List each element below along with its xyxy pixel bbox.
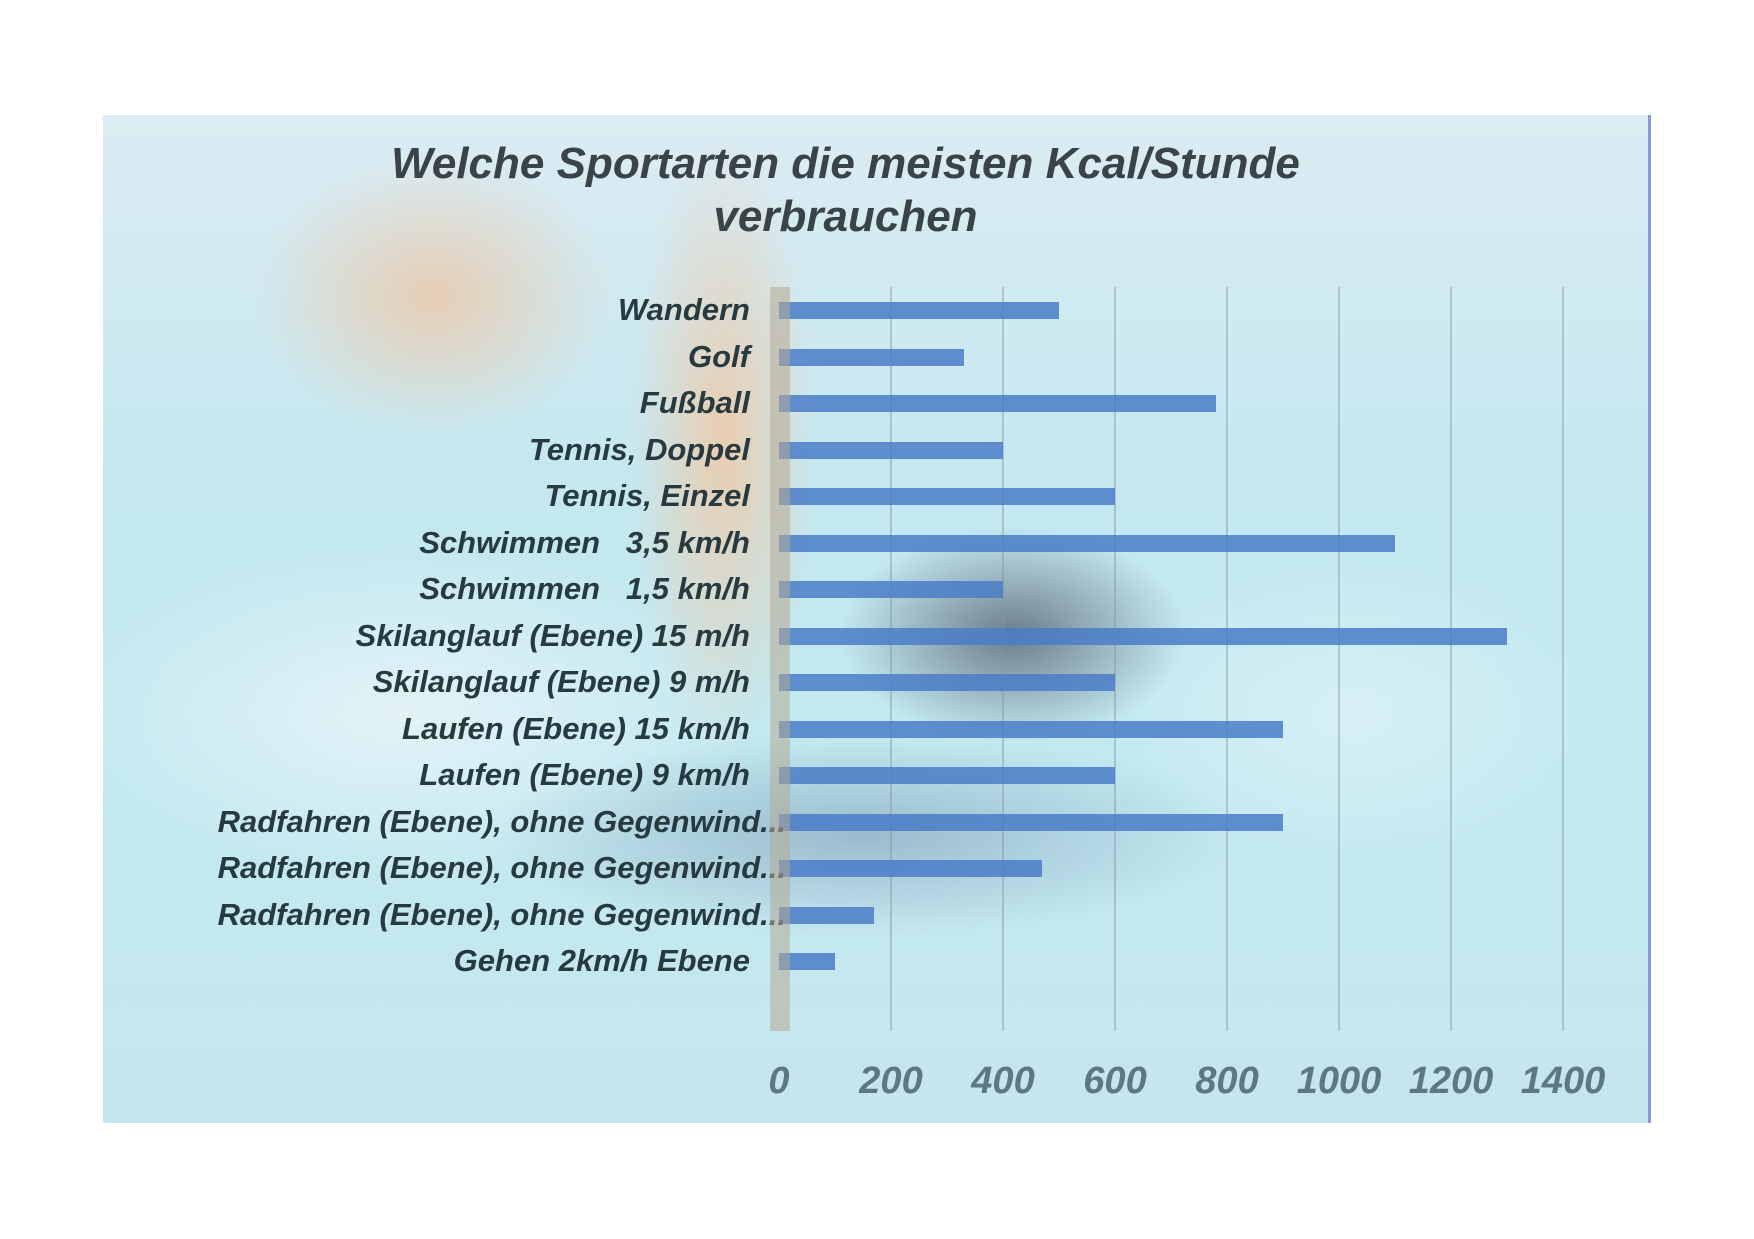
bar	[779, 627, 1507, 645]
category-label: Radfahren (Ebene), ohne Gegenwind...	[217, 850, 786, 885]
bar	[779, 581, 1003, 598]
bar	[779, 534, 1395, 552]
gridline	[1562, 287, 1564, 1031]
bar	[779, 860, 1043, 877]
bar	[779, 395, 1216, 412]
x-tick-label: 800	[1195, 1060, 1259, 1102]
category-label: Skilanglauf (Ebene) 9 m/h	[372, 664, 750, 699]
category-label: Schwimmen 1,5 km/h	[419, 571, 750, 606]
category-label: Radfahren (Ebene), ohne Gegenwind...	[217, 803, 786, 839]
y-axis-line	[770, 287, 790, 1031]
gridline	[890, 287, 892, 1031]
gridline	[1114, 287, 1116, 1031]
bar	[779, 767, 1115, 784]
chart-title-line-1: Welche Sportarten die meisten Kcal/Stund…	[391, 139, 1300, 188]
gridline	[1002, 287, 1004, 1031]
category-label: Tennis, Doppel	[528, 431, 750, 467]
bar	[779, 488, 1115, 505]
x-tick-label: 1000	[1296, 1060, 1382, 1102]
bar	[779, 906, 875, 924]
bar	[779, 720, 1283, 738]
category-label: Laufen (Ebene) 15 km/h	[402, 710, 750, 746]
bar	[779, 441, 1003, 459]
chart-title-line-2: verbrauchen	[713, 192, 978, 241]
bar	[779, 674, 1115, 691]
category-label: Fußball	[639, 385, 750, 420]
gridline	[1226, 287, 1228, 1031]
x-tick-label: 0	[768, 1060, 790, 1102]
x-tick-label: 200	[859, 1060, 923, 1102]
gridline	[1338, 287, 1340, 1031]
category-label: Schwimmen 3,5 km/h	[419, 524, 750, 560]
category-label: Skilanglauf (Ebene) 15 m/h	[355, 617, 750, 653]
chart-panel: Welche Sportarten die meisten Kcal/Stund…	[103, 115, 1651, 1123]
category-label: Radfahren (Ebene), ohne Gegenwind...	[217, 896, 786, 932]
category-label: Laufen (Ebene) 9 km/h	[419, 757, 750, 792]
category-label: Golf	[688, 338, 750, 374]
category-label: Tennis, Einzel	[544, 478, 750, 513]
bar	[779, 813, 1283, 831]
bar	[779, 348, 964, 366]
x-tick-label: 1200	[1408, 1060, 1494, 1102]
gridline	[1450, 287, 1452, 1031]
bar	[779, 953, 835, 970]
bar	[779, 302, 1059, 319]
x-tick-label: 400	[971, 1060, 1035, 1102]
category-label: Gehen 2km/h Ebene	[453, 943, 750, 978]
x-tick-label: 600	[1083, 1060, 1147, 1102]
category-label: Wandern	[617, 292, 750, 327]
x-tick-label: 1400	[1520, 1060, 1606, 1102]
